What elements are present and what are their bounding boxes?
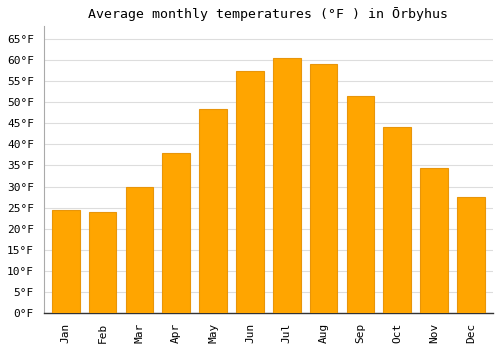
- Bar: [420, 168, 448, 313]
- Bar: [346, 96, 374, 313]
- Bar: [384, 127, 411, 313]
- Bar: [126, 187, 154, 313]
- Bar: [89, 212, 117, 313]
- Bar: [310, 64, 338, 313]
- Bar: [273, 58, 300, 313]
- Title: Average monthly temperatures (°F ) in Ōrbyhus: Average monthly temperatures (°F ) in Ōr…: [88, 7, 448, 21]
- Bar: [52, 210, 80, 313]
- Bar: [236, 71, 264, 313]
- Bar: [457, 197, 485, 313]
- Bar: [200, 108, 227, 313]
- Bar: [162, 153, 190, 313]
